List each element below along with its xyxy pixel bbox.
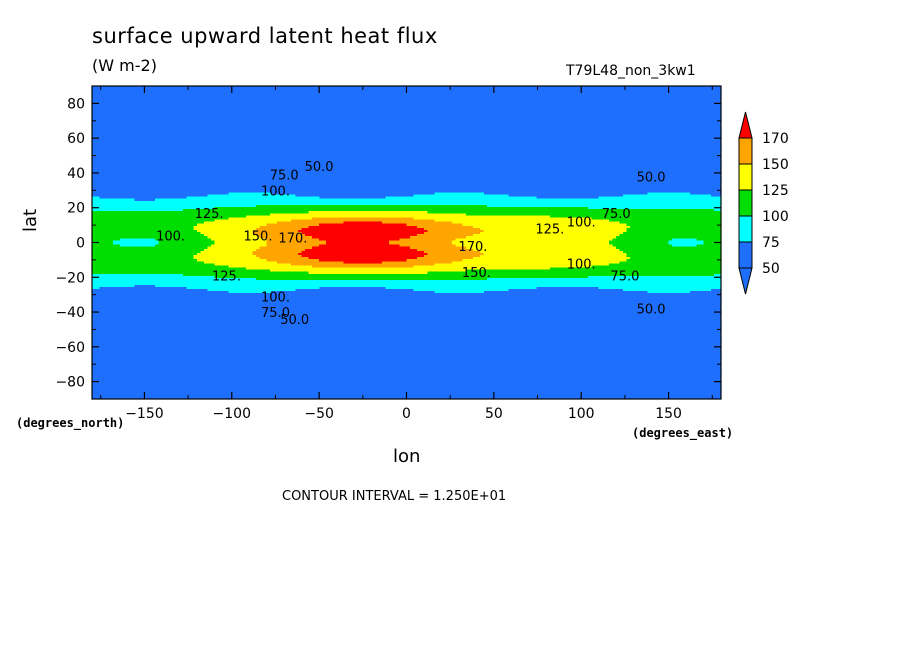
x-tick-label: −50 — [304, 406, 334, 422]
colorbar-swatch — [738, 137, 753, 165]
x-tick-label: −150 — [125, 406, 163, 422]
colorbar-label: 75 — [762, 235, 780, 251]
colorbar-arrow-bottom — [738, 267, 753, 295]
x-unit-label: (degrees_east) — [632, 426, 734, 440]
y-tick-label: 80 — [67, 96, 85, 112]
colorbar-swatch — [738, 189, 753, 217]
contour-label: 170. — [278, 231, 307, 246]
colorbar-arrow-top — [738, 111, 753, 139]
y-tick-label: 40 — [67, 166, 85, 182]
chart-title: surface upward latent heat flux — [92, 24, 438, 48]
colorbar-label: 170 — [762, 131, 789, 147]
contour-label: 100. — [261, 290, 290, 305]
colorbar-label: 100 — [762, 209, 789, 225]
contour-label: 100. — [567, 216, 596, 231]
contour-label: 75.0 — [610, 270, 639, 285]
contour-label: 50.0 — [637, 170, 666, 185]
y-unit-label: (degrees_north) — [16, 416, 125, 430]
colorbar-label: 50 — [762, 261, 780, 277]
colorbar-swatch — [738, 163, 753, 191]
x-tick-label: −100 — [213, 406, 251, 422]
filled-contours — [92, 192, 722, 294]
y-tick-label: −80 — [55, 375, 85, 391]
contour-label: 75.0 — [261, 306, 290, 321]
y-tick-label: 60 — [67, 131, 85, 147]
contour-label: 125. — [535, 223, 564, 238]
colorbar-swatch — [738, 215, 753, 243]
x-tick-label: 0 — [402, 406, 411, 422]
contour-label: 100. — [261, 184, 290, 199]
y-tick-label: −40 — [55, 305, 85, 321]
contour-label: 50.0 — [637, 303, 666, 318]
colorbar-swatch — [738, 241, 753, 269]
contour-label: 100. — [567, 257, 596, 272]
contour-label: 50.0 — [305, 160, 334, 175]
chart-units: (W m-2) — [92, 56, 157, 75]
contour-label: 125. — [195, 207, 224, 222]
x-tick-label: 150 — [655, 406, 682, 422]
run-label: T79L48_non_3kw1 — [566, 63, 696, 79]
x-tick-label: 100 — [568, 406, 595, 422]
contour-label: 75.0 — [270, 169, 299, 184]
contour-label: 50.0 — [280, 313, 309, 328]
y-tick-label: 20 — [67, 201, 85, 217]
contour-label: 75.0 — [602, 207, 631, 222]
contour-label: 150. — [462, 266, 491, 281]
y-tick-label: 0 — [76, 236, 85, 252]
colorbar-label: 125 — [762, 183, 789, 199]
x-axis-label: lon — [393, 446, 421, 467]
contour-label: 100. — [156, 230, 185, 245]
contour-label: 170. — [458, 240, 487, 255]
y-tick-label: −20 — [55, 270, 85, 286]
y-tick-label: −60 — [55, 340, 85, 356]
contour-label: 125. — [212, 270, 241, 285]
contour-interval-note: CONTOUR INTERVAL = 1.250E+01 — [282, 489, 507, 504]
x-tick-label: 50 — [485, 406, 503, 422]
contour-label: 150. — [244, 230, 273, 245]
colorbar-label: 150 — [762, 157, 789, 173]
